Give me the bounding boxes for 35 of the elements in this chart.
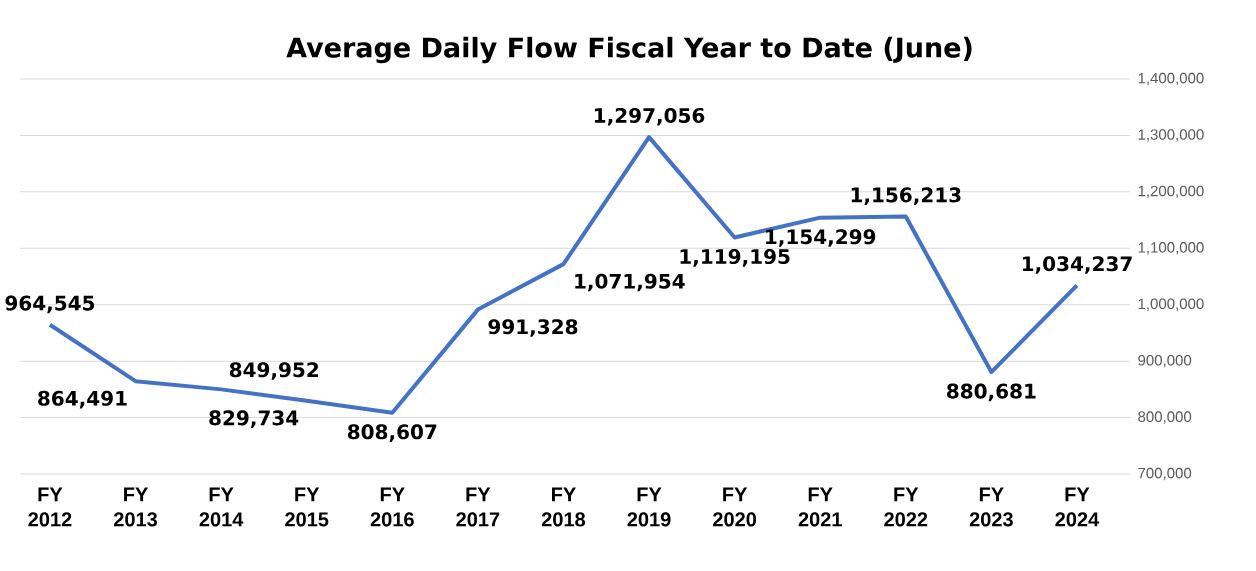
x-tick-label: FY 2018 [541, 487, 586, 527]
data-label: 991,328 [488, 319, 578, 337]
x-tick-label: FY 2022 [884, 487, 928, 527]
x-tick-label: FY 2020 [713, 487, 757, 527]
data-label: 1,297,056 [594, 107, 705, 126]
y-tick-label: 1,100,000 [1138, 242, 1204, 255]
data-label: 849,952 [229, 362, 319, 380]
y-tick-label: 900,000 [1138, 354, 1192, 368]
y-tick-label: 1,200,000 [1138, 185, 1204, 199]
y-tick-label: 1,000,000 [1138, 298, 1204, 311]
x-tick-label: FY 2019 [627, 487, 671, 527]
x-tick-label: FY 2024 [1055, 487, 1100, 527]
x-tick-label: FY 2016 [370, 487, 414, 527]
chart-title: Average Daily Flow Fiscal Year to Date (June) [286, 36, 972, 64]
data-label: 808,607 [347, 424, 437, 442]
data-label: 1,034,237 [1022, 256, 1132, 274]
data-label: 864,491 [38, 390, 127, 409]
y-tick-label: 1,400,000 [1138, 72, 1204, 86]
x-tick-label: FY 2014 [199, 487, 244, 527]
x-tick-label: FY 2012 [28, 487, 72, 527]
data-label: 880,681 [947, 383, 1036, 402]
data-label: 1,154,299 [766, 229, 876, 247]
data-label: 964,545 [5, 295, 95, 314]
data-label: 1,156,213 [851, 187, 961, 206]
y-tick-label: 1,300,000 [1138, 129, 1204, 142]
y-tick-label: 800,000 [1138, 411, 1192, 424]
data-label: 1,071,954 [575, 273, 685, 292]
x-tick-label: FY 2023 [969, 487, 1013, 527]
x-tick-label: FY 2017 [456, 487, 500, 527]
data-label: 829,734 [209, 410, 299, 429]
x-tick-label: FY 2013 [113, 487, 158, 527]
x-tick-label: FY 2021 [798, 487, 842, 527]
x-tick-label: FY 2015 [285, 487, 329, 527]
data-label: 1,119,195 [680, 248, 790, 267]
y-tick-label: 700,000 [1138, 467, 1192, 481]
